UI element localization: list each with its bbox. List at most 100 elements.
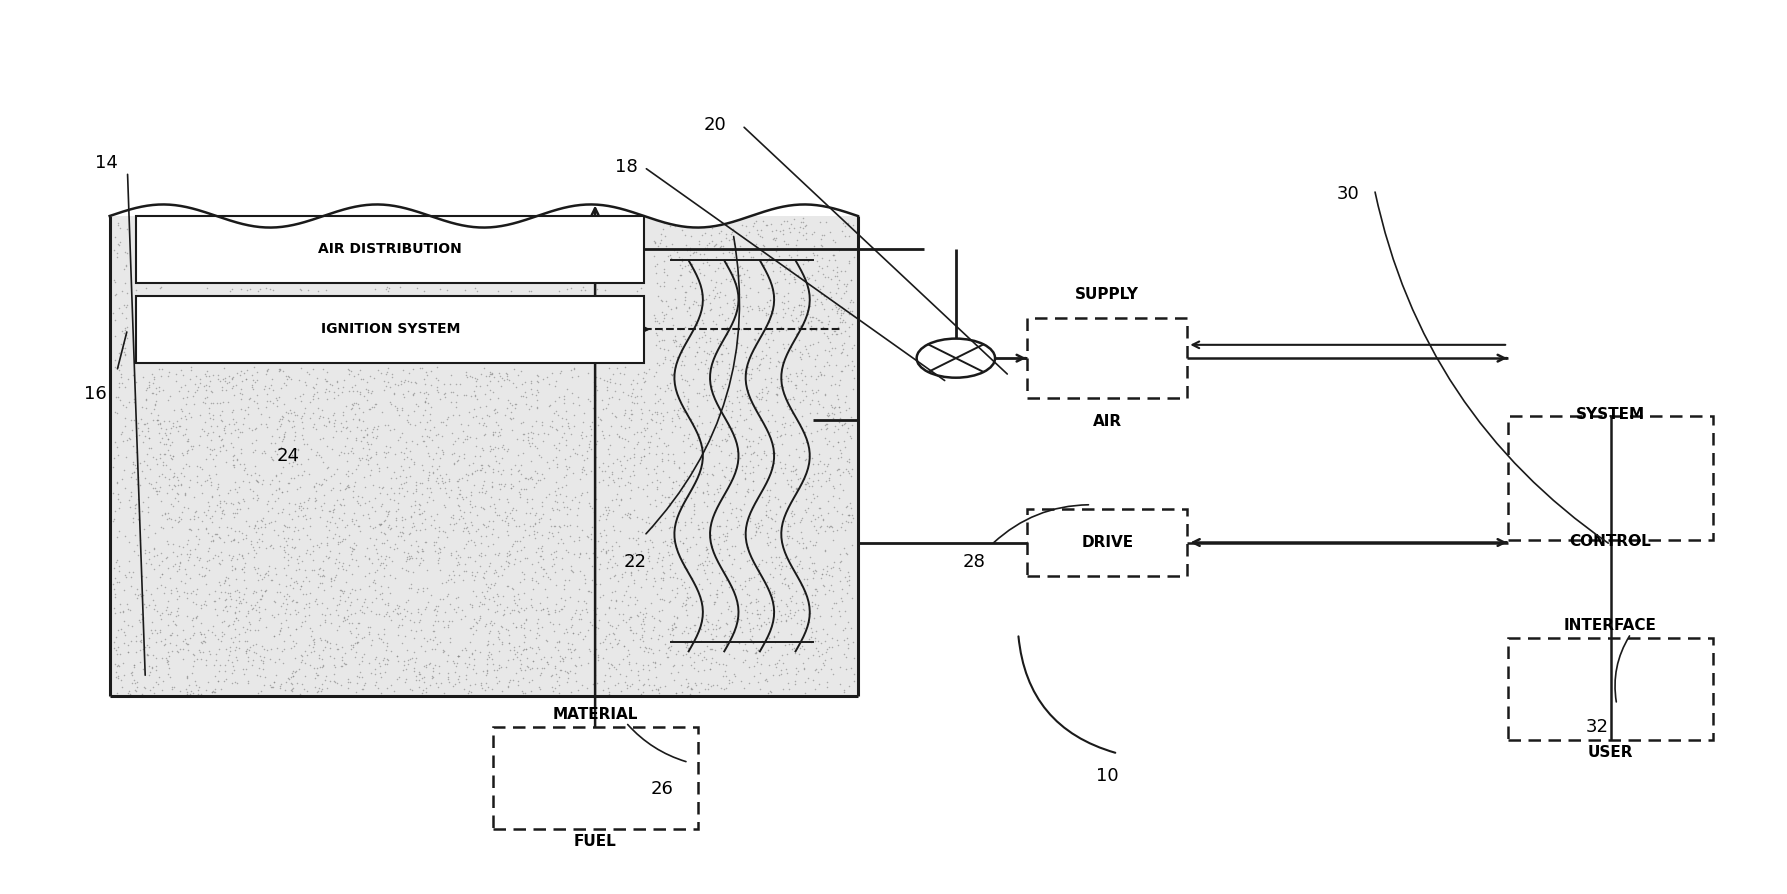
Point [743,361,772,375]
Point [801,566,829,580]
Point [320,413,348,427]
Point [266,539,295,553]
Point [786,513,815,527]
Point [810,655,838,670]
Point [790,283,818,297]
Point [363,363,391,377]
Point [795,299,824,313]
Point [182,503,211,518]
Point [288,416,316,430]
Point [649,333,677,347]
Point [831,277,860,291]
Point [220,448,248,462]
Point [475,556,504,570]
Point [699,631,727,645]
Point [751,372,779,386]
Text: USER: USER [1589,745,1633,760]
Point [647,416,675,430]
Point [370,445,399,460]
Point [565,533,593,547]
Point [692,440,720,454]
Point [790,686,818,700]
Point [801,372,829,386]
Point [316,544,345,558]
Point [758,587,786,602]
Point [767,437,795,451]
Point [658,547,686,561]
Point [232,610,261,624]
Point [472,426,500,441]
Point [238,367,266,382]
Point [759,456,788,470]
Point [475,581,504,595]
Point [143,413,172,427]
Point [695,288,724,302]
Point [264,481,293,495]
Point [658,509,686,523]
Point [424,476,452,490]
Point [239,584,268,598]
Point [667,258,695,273]
Point [259,674,288,688]
Point [186,376,214,391]
Point [109,298,138,312]
Point [264,482,293,496]
Point [620,451,649,465]
Point [599,660,627,674]
Point [400,404,429,418]
Point [298,420,327,434]
Point [393,594,422,608]
Point [170,428,198,443]
Point [784,646,813,661]
Point [125,477,154,492]
Point [229,527,257,541]
Point [384,620,413,634]
Point [817,578,845,592]
Point [466,678,495,692]
Point [722,596,751,611]
Point [434,620,463,634]
Point [672,603,701,617]
Point [443,474,472,488]
Point [677,491,706,505]
Point [684,558,713,572]
Point [200,602,229,616]
Point [313,460,341,474]
Point [113,223,141,237]
Point [733,599,761,613]
Point [474,513,502,527]
Point [338,552,366,566]
Point [797,434,826,448]
Point [693,346,722,360]
Point [579,401,608,415]
Point [642,499,670,513]
Point [420,536,449,550]
Point [656,639,684,654]
Point [356,551,384,565]
Point [404,604,432,619]
Point [279,669,307,683]
Point [356,451,384,465]
Point [470,565,499,579]
Point [429,498,457,512]
Point [801,358,829,373]
Point [180,674,209,688]
Point [450,505,479,519]
Point [348,430,377,444]
Point [281,503,309,518]
Point [786,304,815,318]
Point [754,340,783,354]
Point [245,532,273,546]
Point [256,539,284,553]
Point [634,440,663,454]
Point [298,544,327,558]
Point [624,389,652,403]
Point [186,551,214,565]
Point [801,582,829,596]
Point [218,562,247,577]
Point [813,437,842,451]
Point [250,584,279,598]
Point [684,685,713,699]
Point [779,300,808,315]
Point [754,537,783,552]
